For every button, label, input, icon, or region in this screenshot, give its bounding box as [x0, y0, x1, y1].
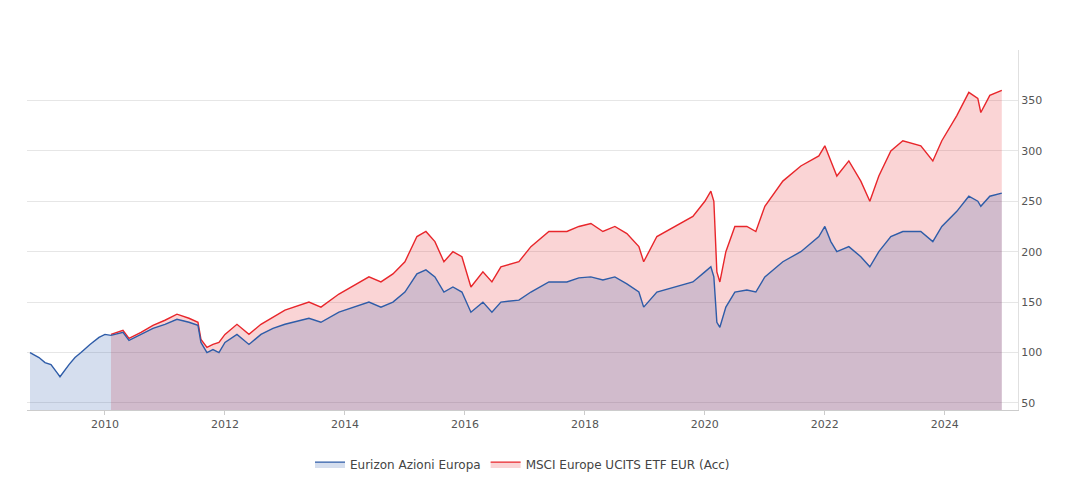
svg-text:2014: 2014: [331, 418, 359, 431]
svg-text:2020: 2020: [691, 418, 719, 431]
svg-text:2012: 2012: [211, 418, 239, 431]
svg-text:2016: 2016: [451, 418, 479, 431]
svg-text:300: 300: [1021, 145, 1042, 158]
svg-text:100: 100: [1021, 346, 1042, 359]
svg-text:250: 250: [1021, 195, 1042, 208]
svg-text:Eurizon Azioni Europa: Eurizon Azioni Europa: [350, 458, 481, 472]
svg-text:200: 200: [1021, 246, 1042, 259]
svg-text:350: 350: [1021, 94, 1042, 107]
svg-text:2022: 2022: [811, 418, 839, 431]
svg-text:150: 150: [1021, 296, 1042, 309]
svg-text:50: 50: [1021, 397, 1035, 410]
svg-text:2018: 2018: [571, 418, 599, 431]
svg-text:2024: 2024: [931, 418, 959, 431]
svg-text:MSCI Europe UCITS ETF EUR (Acc: MSCI Europe UCITS ETF EUR (Acc): [526, 458, 730, 472]
svg-text:2010: 2010: [91, 418, 119, 431]
